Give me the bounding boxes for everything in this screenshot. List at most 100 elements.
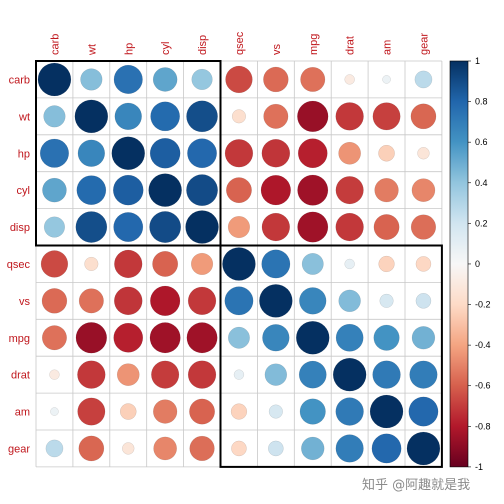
cluster-box-2 [219, 244, 443, 468]
corr-circle-vs-cyl [150, 285, 181, 316]
row-label-carb: carb [9, 74, 30, 86]
corr-circle-mpg-am [373, 324, 400, 351]
corr-circle-wt-wt [74, 99, 109, 134]
corr-circle-mpg-drat [335, 323, 364, 352]
corr-circle-cyl-hp [112, 174, 144, 206]
row-label-mpg: mpg [9, 333, 30, 345]
corr-circle-hp-qsec [224, 139, 254, 168]
corr-circle-cyl-disp [186, 174, 218, 207]
corr-circle-mpg-mpg [296, 321, 330, 355]
corr-circle-gear-am [371, 433, 402, 464]
corr-circle-carb-wt [80, 68, 103, 91]
corr-circle-disp-disp [185, 210, 219, 244]
colorbar-tick-label: 0.6 [475, 137, 488, 147]
corr-circle-mpg-carb [41, 325, 67, 351]
corr-circle-cyl-vs [260, 175, 291, 206]
corr-circle-qsec-hp [114, 249, 143, 279]
corr-circle-am-disp [189, 398, 215, 425]
corr-circle-gear-mpg [301, 436, 325, 461]
corr-circle-mpg-qsec [228, 326, 250, 349]
corr-circle-mpg-disp [186, 322, 218, 354]
corr-circle-cyl-mpg [297, 174, 329, 206]
corr-circle-cyl-drat [335, 176, 364, 205]
watermark-text: 知乎 @阿趣就是我 [362, 478, 471, 493]
row-label-am: am [15, 407, 30, 419]
corr-circle-disp-gear [410, 214, 437, 240]
colorbar-tick-label: -0.4 [475, 340, 491, 350]
colorbar-gradient [449, 60, 469, 468]
corr-circle-am-drat [335, 397, 364, 426]
corr-circle-hp-disp [187, 138, 217, 169]
row-label-disp: disp [10, 222, 30, 234]
corr-circle-vs-vs [259, 284, 293, 318]
col-label-mpg: mpg [308, 34, 320, 55]
colorbar-tick-label: -0.2 [475, 300, 491, 310]
corr-circle-qsec-wt [84, 256, 99, 272]
corr-circle-am-gear [408, 396, 439, 427]
corr-circle-hp-am [378, 144, 395, 162]
corr-circle-gear-wt [78, 435, 105, 462]
corr-circle-drat-cyl [151, 360, 180, 389]
corr-circle-wt-cyl [150, 101, 180, 132]
corr-circle-drat-hp [116, 363, 140, 386]
col-label-carb: carb [49, 34, 61, 55]
corr-circle-wt-carb [43, 105, 66, 128]
corr-circle-disp-hp [113, 212, 144, 242]
corr-circle-wt-gear [410, 103, 437, 130]
corr-circle-gear-hp [122, 442, 135, 455]
corr-circle-vs-wt [78, 288, 104, 314]
row-label-cyl: cyl [17, 185, 30, 197]
corr-circle-drat-disp [187, 360, 217, 389]
corr-circle-carb-hp [113, 64, 143, 94]
corr-circle-gear-drat [335, 434, 364, 463]
corr-circle-carb-am [382, 75, 391, 84]
corr-circle-vs-carb [41, 288, 68, 314]
corr-circle-carb-mpg [300, 66, 326, 92]
colorbar-tick-label: 0.8 [475, 97, 488, 107]
corr-circle-carb-drat [344, 74, 355, 85]
corr-circle-wt-disp [186, 100, 218, 133]
corr-circle-disp-qsec [227, 215, 251, 239]
corr-circle-am-hp [119, 403, 137, 420]
colorbar-tick-label: 0.2 [475, 218, 488, 228]
corr-circle-vs-drat [338, 289, 361, 313]
corr-circle-mpg-gear [411, 326, 436, 350]
corr-circle-wt-drat [335, 102, 364, 131]
corr-circle-mpg-wt [75, 322, 107, 354]
corr-circle-am-mpg [299, 398, 326, 425]
corr-circle-am-wt [77, 397, 106, 426]
corr-circle-cyl-cyl [148, 173, 182, 207]
corr-circle-am-carb [50, 407, 59, 416]
corr-circle-wt-qsec [231, 109, 247, 124]
corr-circle-disp-mpg [297, 211, 329, 243]
colorbar-tick-label: -0.8 [475, 421, 491, 431]
row-label-wt: wt [18, 111, 30, 123]
row-label-vs: vs [19, 296, 31, 308]
corr-circle-drat-gear [409, 360, 438, 389]
col-label-am: am [382, 40, 394, 55]
corr-circle-disp-am [373, 214, 400, 240]
corr-circle-wt-am [372, 102, 401, 131]
corr-circle-hp-drat [338, 141, 361, 165]
corr-circle-qsec-am [378, 255, 395, 273]
corr-circle-cyl-carb [42, 177, 67, 203]
corr-circle-gear-vs [268, 440, 284, 457]
corr-circle-mpg-hp [113, 322, 144, 353]
corr-circle-wt-mpg [297, 100, 329, 132]
corr-circle-vs-disp [187, 286, 217, 316]
corr-circle-qsec-gear [415, 256, 432, 272]
corr-circle-cyl-wt [76, 175, 107, 205]
colorbar-tick-label: 0.4 [475, 178, 488, 188]
corr-circle-am-vs [268, 404, 283, 419]
corr-circle-drat-vs [264, 363, 288, 386]
corr-circle-vs-qsec [224, 286, 254, 316]
corr-circle-drat-am [372, 360, 401, 389]
corr-circle-mpg-vs [262, 324, 290, 352]
corr-circle-gear-carb [45, 439, 64, 458]
corr-circle-cyl-qsec [226, 177, 252, 204]
row-label-qsec: qsec [7, 259, 31, 271]
corr-circle-qsec-disp [190, 252, 214, 276]
corr-circle-disp-vs [261, 212, 291, 242]
correlation-cells [37, 62, 441, 466]
